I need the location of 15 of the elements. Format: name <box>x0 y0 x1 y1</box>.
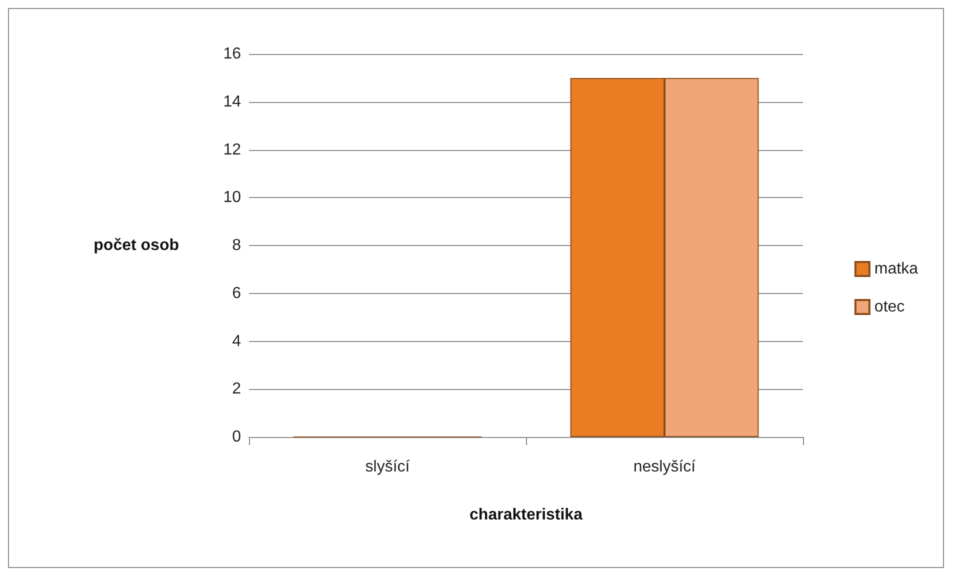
x-tick-label: slyšící <box>365 458 410 476</box>
y-axis-title: počet osob <box>94 237 180 254</box>
y-tick-label: 8 <box>232 237 242 254</box>
x-axis-title: charakteristika <box>470 506 583 524</box>
legend-label: matka <box>874 260 918 278</box>
y-tick-label: 0 <box>232 428 242 446</box>
y-tick-label: 14 <box>223 93 242 110</box>
y-tick-label: 6 <box>232 284 242 302</box>
legend-label: otec <box>874 298 905 316</box>
y-tick-label: 2 <box>232 380 242 398</box>
y-tick-label: 12 <box>223 141 242 158</box>
y-tick-label: 16 <box>223 46 242 62</box>
x-tick-label: neslyšící <box>633 458 696 476</box>
y-tick-label: 4 <box>232 332 242 350</box>
y-tick-label: 10 <box>223 189 242 206</box>
